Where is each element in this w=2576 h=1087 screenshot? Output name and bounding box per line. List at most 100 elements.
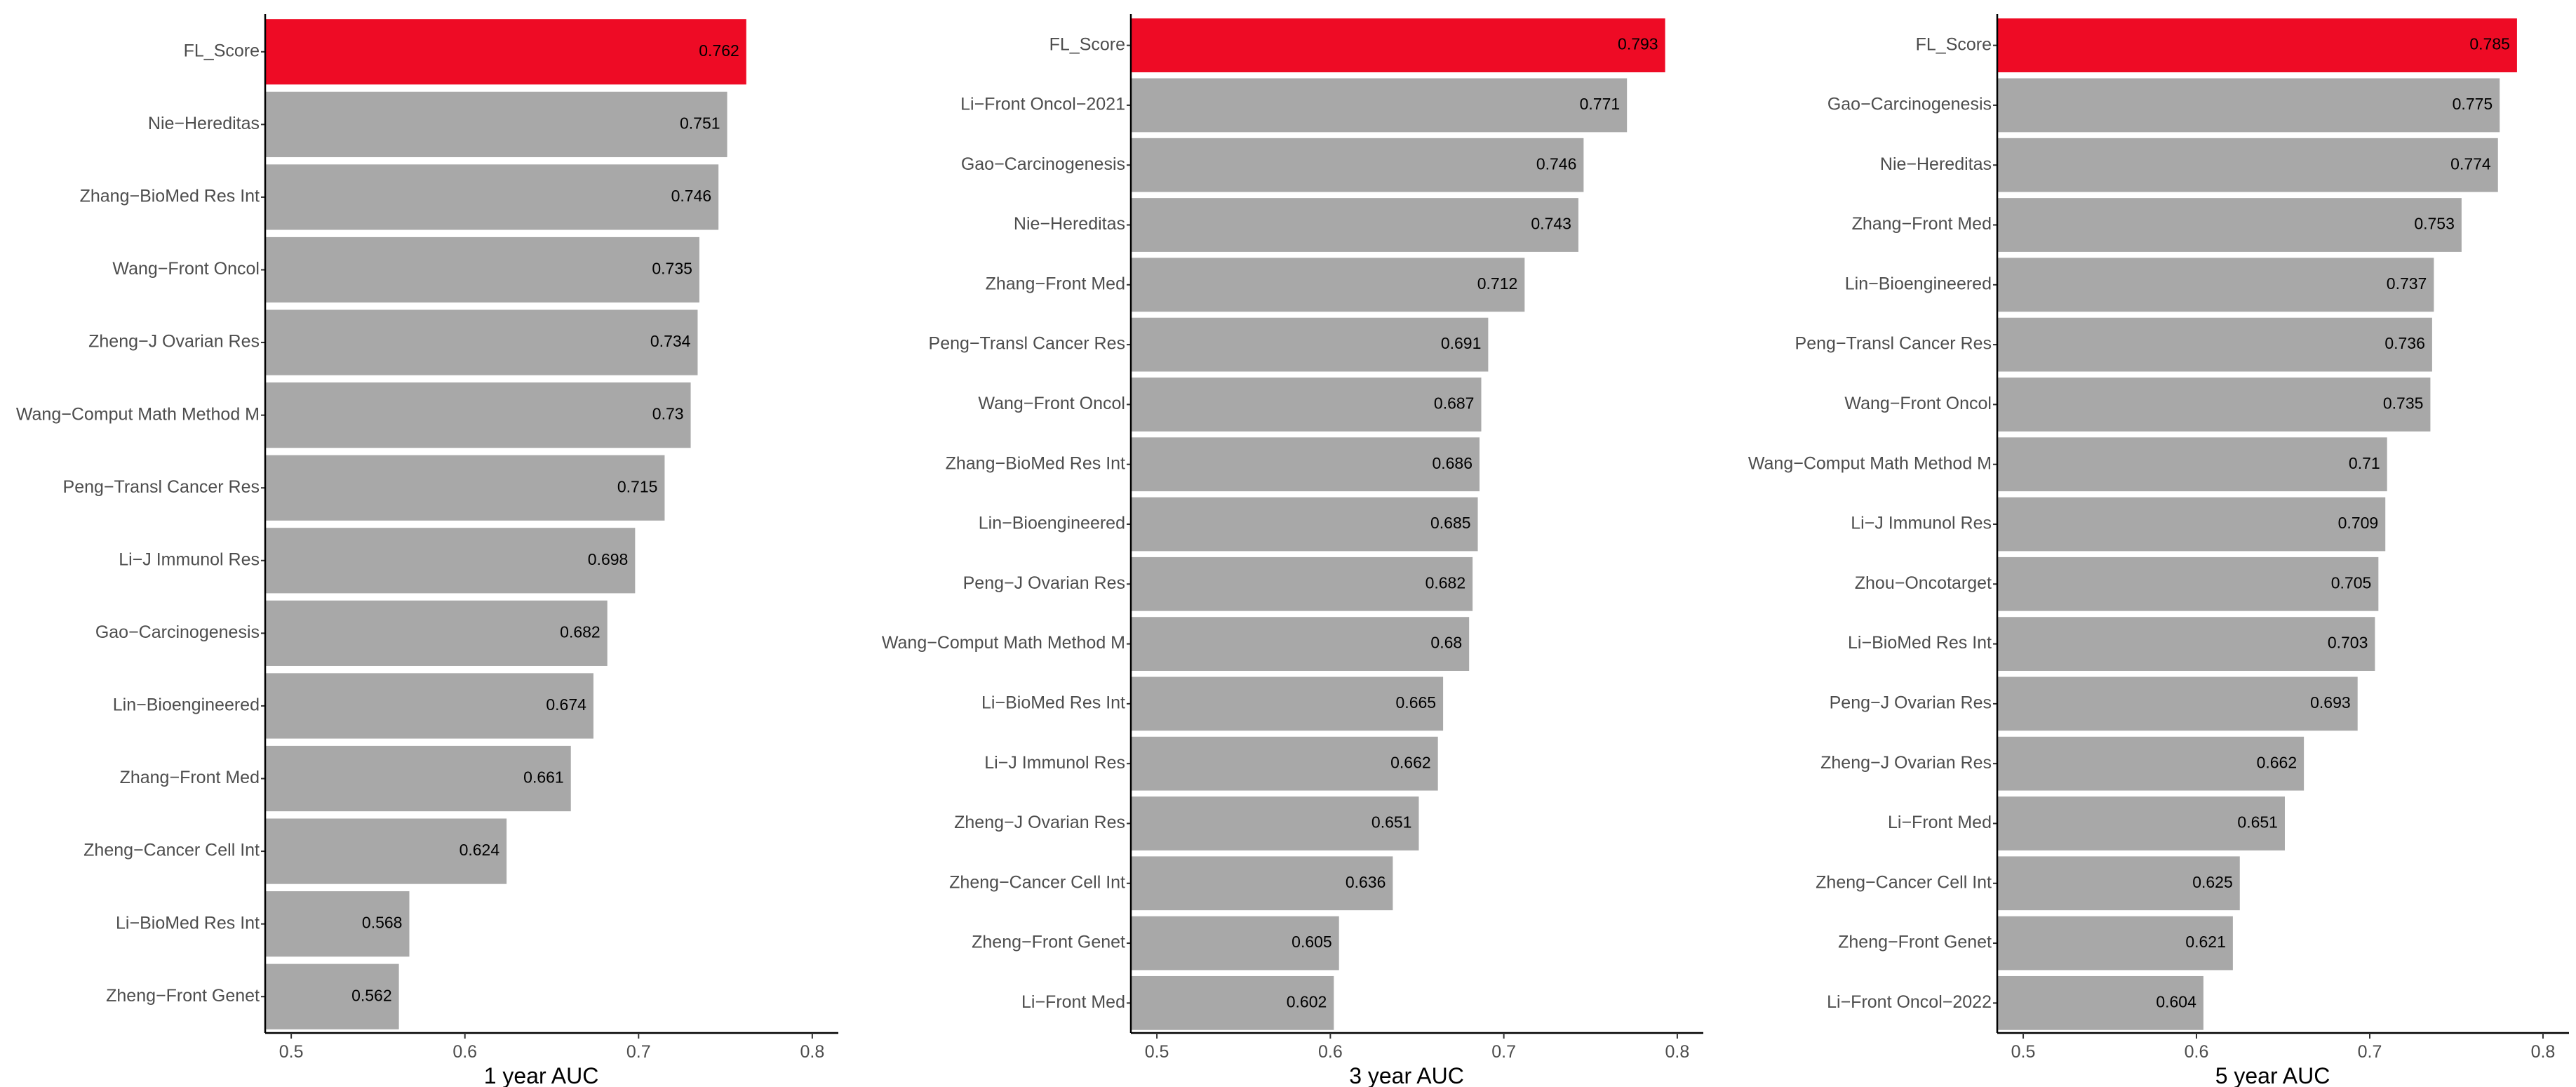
bar [265,382,691,448]
value-label: 0.709 [2338,514,2379,532]
value-label: 0.691 [1441,334,1482,352]
value-label: 0.736 [2384,334,2425,352]
bar [265,528,636,594]
x-axis-title: 5 year AUC [2215,1063,2330,1087]
category-label: Li−Front Oncol−2021 [960,95,1125,114]
bar [265,91,727,157]
value-label: 0.73 [652,405,684,423]
value-label: 0.771 [1580,95,1621,113]
x-tick-label: 0.5 [2011,1042,2036,1062]
value-label: 0.775 [2453,95,2493,113]
category-label: Peng−J Ovarian Res [963,573,1125,593]
value-label: 0.602 [1287,992,1327,1011]
bar [265,891,410,957]
bar [265,745,571,812]
value-label: 0.793 [1618,35,1658,53]
category-label: Wang−Front Oncol [1844,394,1992,413]
category-label: Peng−Transl Cancer Res [929,334,1125,354]
value-label: 0.735 [652,260,692,278]
value-label: 0.774 [2450,154,2491,173]
category-label: Peng−Transl Cancer Res [1795,334,1992,354]
value-label: 0.625 [2192,873,2233,891]
value-label: 0.682 [560,622,601,641]
value-label: 0.743 [1531,215,1571,233]
bar [1997,138,2498,192]
category-label: Wang−Comput Math Method M [1748,453,1992,473]
category-label: Zhang−Front Med [1852,214,1992,234]
value-label: 0.71 [2349,454,2380,472]
bar [1131,317,1489,372]
x-tick-label: 0.8 [800,1042,824,1062]
value-label: 0.735 [2383,394,2424,412]
bar [1131,975,1334,1030]
category-label: Lin−Bioengineered [1845,274,1992,293]
category-label: Lin−Bioengineered [113,695,260,715]
x-tick-label: 0.5 [1145,1042,1169,1062]
category-label: FL_Score [184,41,260,60]
category-label: FL_Score [1916,34,1992,54]
bar [1131,916,1339,971]
bar [1131,258,1525,312]
value-label: 0.693 [2310,693,2351,712]
bar [1997,18,2517,73]
x-tick-label: 0.6 [452,1042,477,1062]
value-label: 0.737 [2387,274,2427,293]
x-axis-title: 1 year AUC [484,1063,599,1087]
category-label: Gao−Carcinogenesis [95,622,260,642]
panel-3-year-auc: 0.793 FL_Score 0.771 Li−Front Oncol−2021 0.7… [882,14,1703,1087]
category-label: FL_Score [1049,34,1125,54]
category-label: Li−Front Med [1021,992,1125,1012]
bar [1131,676,1444,731]
value-label: 0.715 [617,477,658,495]
value-label: 0.705 [2331,573,2372,592]
category-label: Wang−Comput Math Method M [882,633,1125,653]
x-tick-label: 0.8 [2531,1042,2556,1062]
category-label: Zhang−Front Med [986,274,1125,293]
x-tick-label: 0.6 [2185,1042,2209,1062]
value-label: 0.703 [2328,634,2368,652]
panel-5-year-auc: 0.785 FL_Score 0.775 Gao−Carcinogenesis 0.77… [1748,14,2569,1087]
bar [1997,796,2285,851]
category-label: Nie−Hereditas [148,114,260,133]
bar [1131,198,1578,252]
category-label: Zheng−Front Genet [1838,933,1992,952]
bar [1997,78,2500,133]
value-label: 0.686 [1432,454,1473,472]
bar [1997,437,2387,492]
category-label: Li−Front Oncol−2022 [1827,992,1992,1012]
bar [265,600,608,666]
x-axis-title: 3 year AUC [1349,1063,1464,1087]
category-label: Li−J Immunol Res [119,549,260,569]
panel-1-year-auc: 0.762 FL_Score 0.751 Nie−Hereditas 0.746 Zhan… [16,14,838,1087]
x-tick-label: 0.7 [1491,1042,1516,1062]
bar [1997,378,2431,432]
value-label: 0.605 [1292,933,1332,951]
value-label: 0.753 [2414,215,2455,233]
category-label: Zhang−BioMed Res Int [80,187,260,206]
value-label: 0.712 [1477,274,1518,293]
category-label: Lin−Bioengineered [979,514,1125,533]
value-label: 0.734 [650,332,691,350]
value-label: 0.624 [459,841,500,859]
bar [1131,138,1584,192]
category-label: Zhang−Front Med [120,768,260,787]
bar [1131,378,1482,432]
x-tick-label: 0.7 [2358,1042,2382,1062]
x-tick-label: 0.7 [626,1042,651,1062]
category-label: Wang−Front Oncol [112,259,260,279]
category-label: Li−BioMed Res Int [116,913,260,933]
category-label: Nie−Hereditas [1014,214,1125,234]
bar [265,309,698,375]
category-label: Li−J Immunol Res [1851,514,1992,533]
category-label: Li−BioMed Res Int [1848,633,1992,653]
value-label: 0.746 [1536,154,1577,173]
value-label: 0.698 [588,550,629,568]
value-label: 0.785 [2469,35,2510,53]
value-label: 0.674 [546,695,586,714]
category-label: Li−BioMed Res Int [981,693,1125,712]
category-label: Zheng−Front Genet [972,933,1125,952]
bar [1997,317,2432,372]
category-label: Li−J Immunol Res [984,753,1125,773]
bar [265,164,719,230]
value-label: 0.746 [671,187,712,205]
